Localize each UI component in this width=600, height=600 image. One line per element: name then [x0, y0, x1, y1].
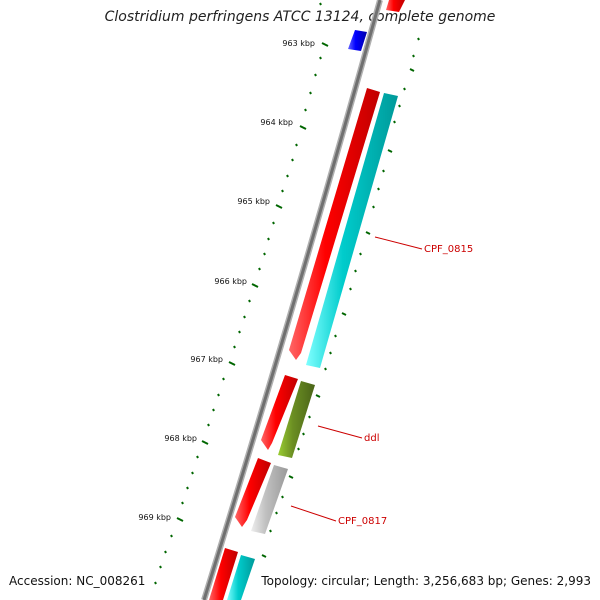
kbp-tick-969 — [176, 517, 184, 522]
genome-summary: Topology: circular; Length: 3,256,683 bp… — [261, 574, 591, 588]
gene-label-cpf0817: CPF_0817 — [338, 516, 387, 527]
gene-arrow-bottom-cyan — [227, 555, 255, 600]
inner-tick-ring — [154, 56, 322, 585]
kbp-tick-968 — [201, 440, 209, 445]
kbp-label-969: 969 kbp — [138, 513, 171, 522]
gene-arrow-top-red — [386, 0, 405, 12]
kbp-label-966: 966 kbp — [214, 277, 247, 286]
gene-labels: CPF_0815 ddl CPF_0817 — [338, 244, 473, 527]
gene-label-leaders — [290, 236, 423, 522]
accession-label: Accession: NC_008261 — [9, 574, 146, 588]
gene-arrow-cpf0817-red — [235, 458, 271, 527]
gene-arrow-ddl-red — [261, 375, 298, 450]
gene-arrow-cpf0815-cyan — [306, 93, 398, 368]
map-title: Clostridium perfringens ATCC 13124, comp… — [104, 9, 496, 25]
kbp-tick-966 — [251, 283, 259, 288]
gene-arrow-cpf0815-red — [289, 88, 380, 360]
outer-tick-ring — [261, 2, 420, 558]
kbp-label-963: 963 kbp — [282, 39, 315, 48]
kbp-tick-963 — [321, 42, 329, 47]
gene-arrow-blue — [348, 30, 367, 51]
kbp-tick-964 — [299, 125, 307, 130]
kbp-label-965: 965 kbp — [237, 197, 270, 206]
genome-backbone — [201, 0, 383, 600]
gene-arrow-bottom-red — [209, 548, 238, 600]
gene-arrow-ddl-olive — [278, 381, 315, 458]
leader-ddl — [317, 425, 363, 439]
kbp-label-964: 964 kbp — [260, 118, 293, 127]
gene-label-ddl: ddl — [364, 433, 379, 444]
gene-features — [209, 0, 405, 600]
kbp-tick-965 — [275, 204, 283, 209]
kbp-axis: 963 kbp 964 kbp 965 kbp 966 kbp 967 kbp … — [138, 39, 329, 522]
kbp-tick-967 — [228, 361, 236, 366]
gene-label-cpf0815: CPF_0815 — [424, 244, 473, 255]
kbp-label-967: 967 kbp — [190, 355, 223, 364]
gene-arrow-cpf0817-gray — [251, 465, 288, 534]
kbp-label-968: 968 kbp — [164, 434, 197, 443]
leader-cpf0817 — [290, 505, 337, 522]
leader-cpf0815 — [374, 236, 423, 250]
